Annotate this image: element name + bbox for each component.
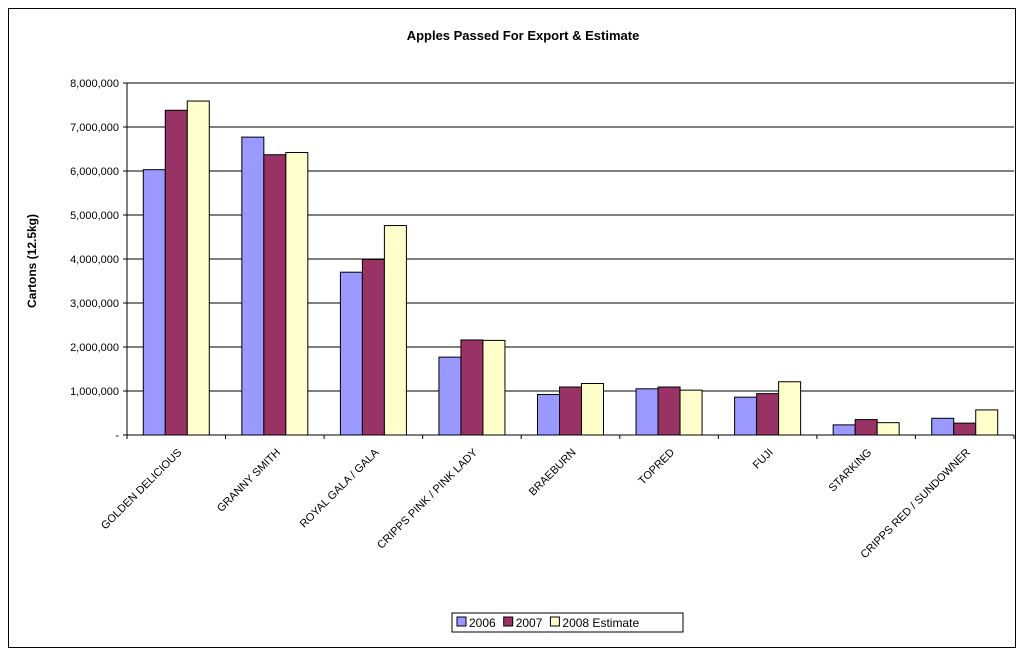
chart-frame [8,8,1016,648]
legend-label: 2007 [516,616,543,630]
y-tick-label: 7,000,000 [70,122,119,134]
legend-swatch [503,616,514,627]
y-tick-label: 2,000,000 [70,342,119,354]
y-axis-label: Cartons (12.5kg) [25,214,39,308]
legend: 2006 2007 2008 Estimate [451,612,684,633]
y-tick-label: 3,000,000 [70,298,119,310]
y-tick-labels: - 1,000,000 2,000,000 3,000,000 4,000,000 5,0… [70,78,119,442]
axes [123,82,1015,439]
bars [142,100,999,436]
legend-label: 2008 Estimate [562,616,639,630]
y-tick-label: 4,000,000 [70,254,119,266]
legend-label: 2006 [469,616,496,630]
legend-swatch [456,616,467,627]
bar-chart: Apples Passed For Export & Estimate Cart… [25,28,1015,633]
chart-area: Apples Passed For Export & Estimate Cart… [8,8,1016,648]
y-tick-label: 8,000,000 [70,78,119,90]
chart-title: Apples Passed For Export & Estimate [407,28,640,43]
y-tick-label: 6,000,000 [70,166,119,178]
y-tick-label: 5,000,000 [70,210,119,222]
y-tick-label: 1,000,000 [70,386,119,398]
legend-swatch [549,616,560,627]
y-tick-label: - [115,430,119,442]
